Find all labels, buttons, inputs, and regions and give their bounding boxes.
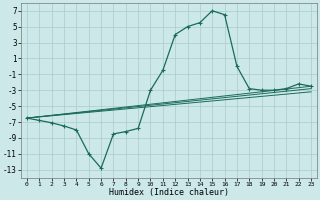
- X-axis label: Humidex (Indice chaleur): Humidex (Indice chaleur): [109, 188, 229, 197]
